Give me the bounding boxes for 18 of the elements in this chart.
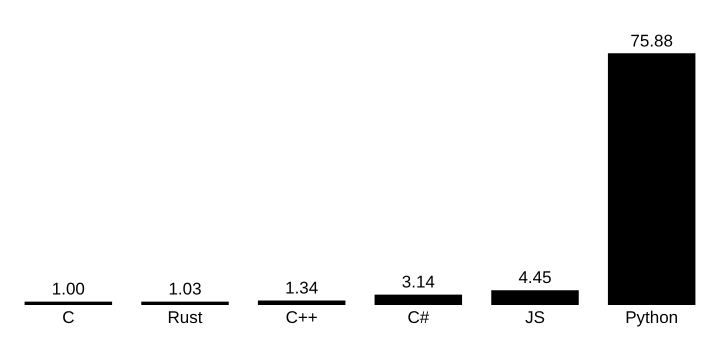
data-label: 4.45 bbox=[518, 268, 552, 288]
bar bbox=[608, 53, 696, 305]
x-tick-label: Python bbox=[625, 308, 678, 327]
data-label: 1.03 bbox=[168, 280, 202, 299]
data-label: 75.88 bbox=[630, 31, 673, 50]
bar bbox=[491, 290, 579, 305]
bar bbox=[24, 302, 112, 305]
x-tick-label: JS bbox=[525, 308, 545, 327]
x-tick-label: C++ bbox=[286, 308, 318, 327]
bar bbox=[141, 302, 229, 305]
bar bbox=[374, 294, 462, 305]
x-tick-label: Rust bbox=[168, 308, 203, 327]
x-tick-label: C bbox=[62, 308, 74, 327]
data-label: 1.34 bbox=[285, 278, 318, 298]
x-tick-label: C# bbox=[407, 308, 430, 327]
data-label: 3.14 bbox=[402, 272, 435, 292]
bar bbox=[258, 300, 346, 305]
data-label: 1.00 bbox=[52, 280, 85, 299]
